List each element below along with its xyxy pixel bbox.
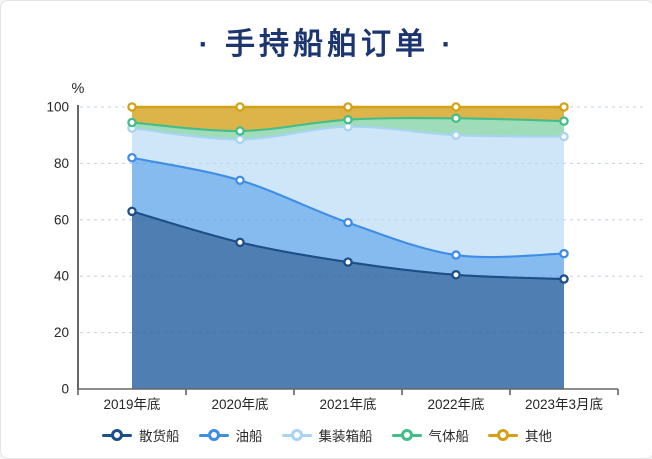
data-point-marker [343, 102, 353, 112]
legend-label: 集装箱船 [318, 429, 373, 444]
data-point-marker [235, 102, 245, 112]
chart-legend: 散货船 油船 集装箱船 气体船 其他 [1, 425, 652, 445]
legend-series-marker-icon [281, 429, 312, 441]
x-tick-label: 2022年底 [427, 397, 484, 412]
data-point-marker [235, 126, 245, 136]
data-point-marker [235, 237, 245, 248]
y-tick-label: 20 [54, 325, 69, 340]
legend-item-其他: 其他 [488, 425, 552, 445]
data-point-marker [451, 250, 461, 260]
data-point-marker [559, 131, 569, 142]
legend-series-marker-icon [391, 429, 422, 441]
y-tick-label: 100 [46, 100, 69, 115]
stacked-area-chart: 0 20 40 60 80 100% 2019年底 2020年底 2021年底 2022年底 202… [46, 81, 646, 412]
data-point-marker [559, 274, 569, 284]
series-area-散货船 [132, 211, 564, 389]
data-point-marker [559, 116, 569, 126]
legend-item-集装箱船: 集装箱船 [281, 425, 373, 445]
y-tick-label: 40 [54, 269, 69, 284]
legend-label: 油船 [235, 429, 263, 444]
legend-label: 散货船 [139, 429, 180, 444]
chart-title: · 手持船舶订单 · [198, 28, 456, 61]
legend-label: 其他 [525, 429, 552, 444]
x-tick-label: 2019年底 [103, 397, 160, 412]
y-tick-label: 0 [61, 382, 69, 397]
x-tick-label: 2020年底 [211, 397, 268, 412]
x-tick-label: 2023年3月底 [525, 397, 603, 412]
data-point-marker [127, 117, 137, 128]
data-point-marker [559, 248, 569, 259]
data-point-marker [127, 102, 137, 112]
y-tick-label: 60 [54, 212, 69, 227]
legend-series-marker-icon [488, 429, 518, 441]
data-point-marker [451, 102, 461, 112]
legend-series-marker-icon [198, 429, 229, 441]
data-point-marker [451, 270, 461, 280]
legend-item-气体船: 气体船 [391, 425, 470, 445]
data-point-marker [127, 206, 137, 217]
data-point-marker [235, 134, 245, 145]
y-tick-label: 80 [54, 156, 69, 171]
y-axis-unit-label: % [72, 81, 85, 97]
data-point-marker [451, 130, 461, 140]
x-tick-label: 2021年底 [319, 397, 376, 412]
data-point-marker [343, 217, 353, 228]
legend-label: 气体船 [428, 429, 470, 444]
legend-item-散货船: 散货船 [102, 425, 180, 445]
data-point-marker [343, 257, 353, 267]
data-point-marker [127, 153, 137, 163]
legend-series-marker-icon [102, 429, 132, 441]
data-point-marker [559, 102, 569, 112]
legend-item-油船: 油船 [198, 425, 263, 445]
data-point-marker [235, 175, 245, 186]
data-point-marker [451, 113, 461, 124]
data-point-marker [343, 114, 353, 125]
